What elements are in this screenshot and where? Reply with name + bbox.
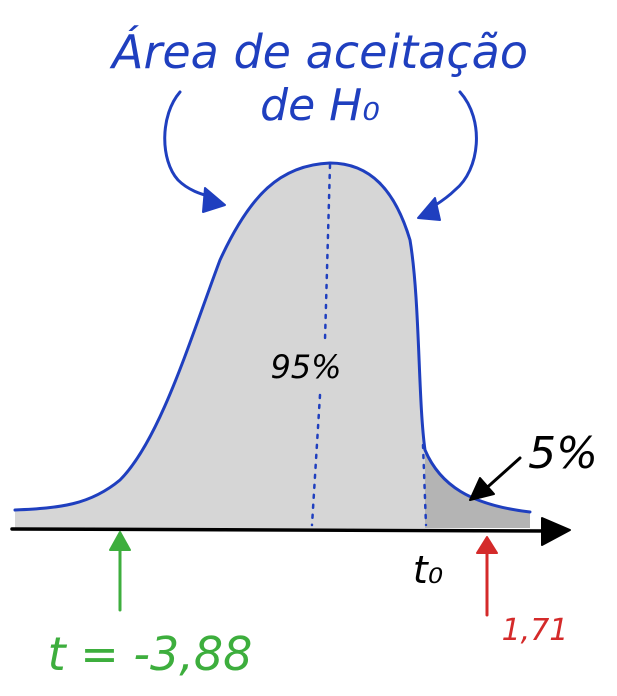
right-stat-label: 1,71 — [502, 613, 569, 648]
x-axis — [10, 527, 557, 533]
acceptance-area — [15, 163, 425, 528]
title-line-2: de H₀ — [260, 80, 380, 131]
critical-value-label: t₀ — [413, 548, 443, 592]
right-curly-arrow — [426, 90, 478, 212]
red-arrowhead — [476, 536, 498, 554]
center-dotted-line — [310, 163, 332, 527]
x-axis-arrowhead — [541, 517, 571, 546]
tail-percent-label: 5% — [528, 428, 598, 479]
left-arrowhead — [202, 187, 226, 213]
right-arrowhead — [417, 197, 441, 221]
left-stat-label: t = -3,88 — [48, 627, 253, 681]
title-line-1: Área de aceitação — [109, 25, 528, 79]
center-percent-label: 95% — [270, 348, 341, 386]
green-arrowhead — [109, 531, 131, 551]
left-curly-arrow — [163, 90, 217, 200]
critical-dotted-line — [421, 443, 428, 527]
bell-curve — [13, 161, 532, 514]
tail-arrowhead — [469, 477, 495, 501]
